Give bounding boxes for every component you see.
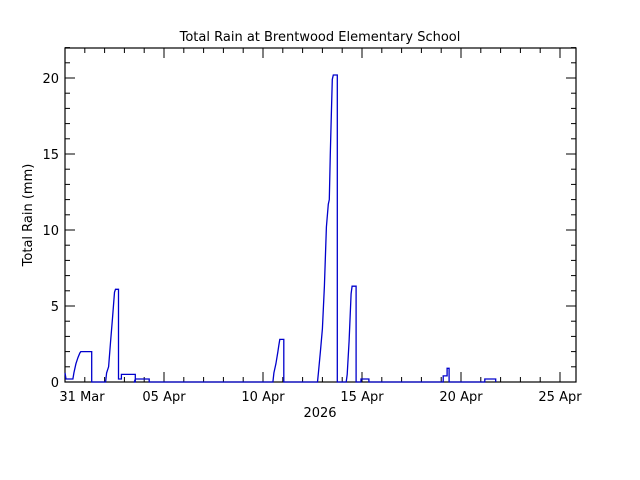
x-tick-label: 31 Mar — [59, 390, 105, 405]
y-tick-label: 20 — [42, 72, 59, 87]
x-tick-label: 10 Apr — [241, 390, 285, 405]
x-axis-year-label: 2026 — [303, 406, 336, 421]
y-tick-label: 0 — [51, 376, 59, 391]
x-tick-label: 25 Apr — [538, 390, 582, 405]
rain-series-line — [64, 74, 497, 383]
y-tick-label: 15 — [42, 148, 59, 163]
plot-axes — [64, 47, 577, 383]
y-tick-label: 5 — [51, 300, 59, 315]
tick-labels: 0 5 10 15 20 31 Mar 05 Apr 10 Apr 15 Apr 20 Apr 25… — [42, 72, 582, 405]
x-tick-label: 15 Apr — [340, 390, 384, 405]
x-tick-label: 05 Apr — [142, 390, 186, 405]
x-tick-label: 20 Apr — [439, 390, 483, 405]
y-tick-label: 10 — [42, 224, 59, 239]
chart-title: Total Rain at Brentwood Elementary Schoo… — [179, 30, 461, 45]
axis-ticks — [64, 47, 576, 383]
y-axis-label: Total Rain (mm) — [21, 164, 36, 268]
plot-frame — [64, 47, 577, 383]
